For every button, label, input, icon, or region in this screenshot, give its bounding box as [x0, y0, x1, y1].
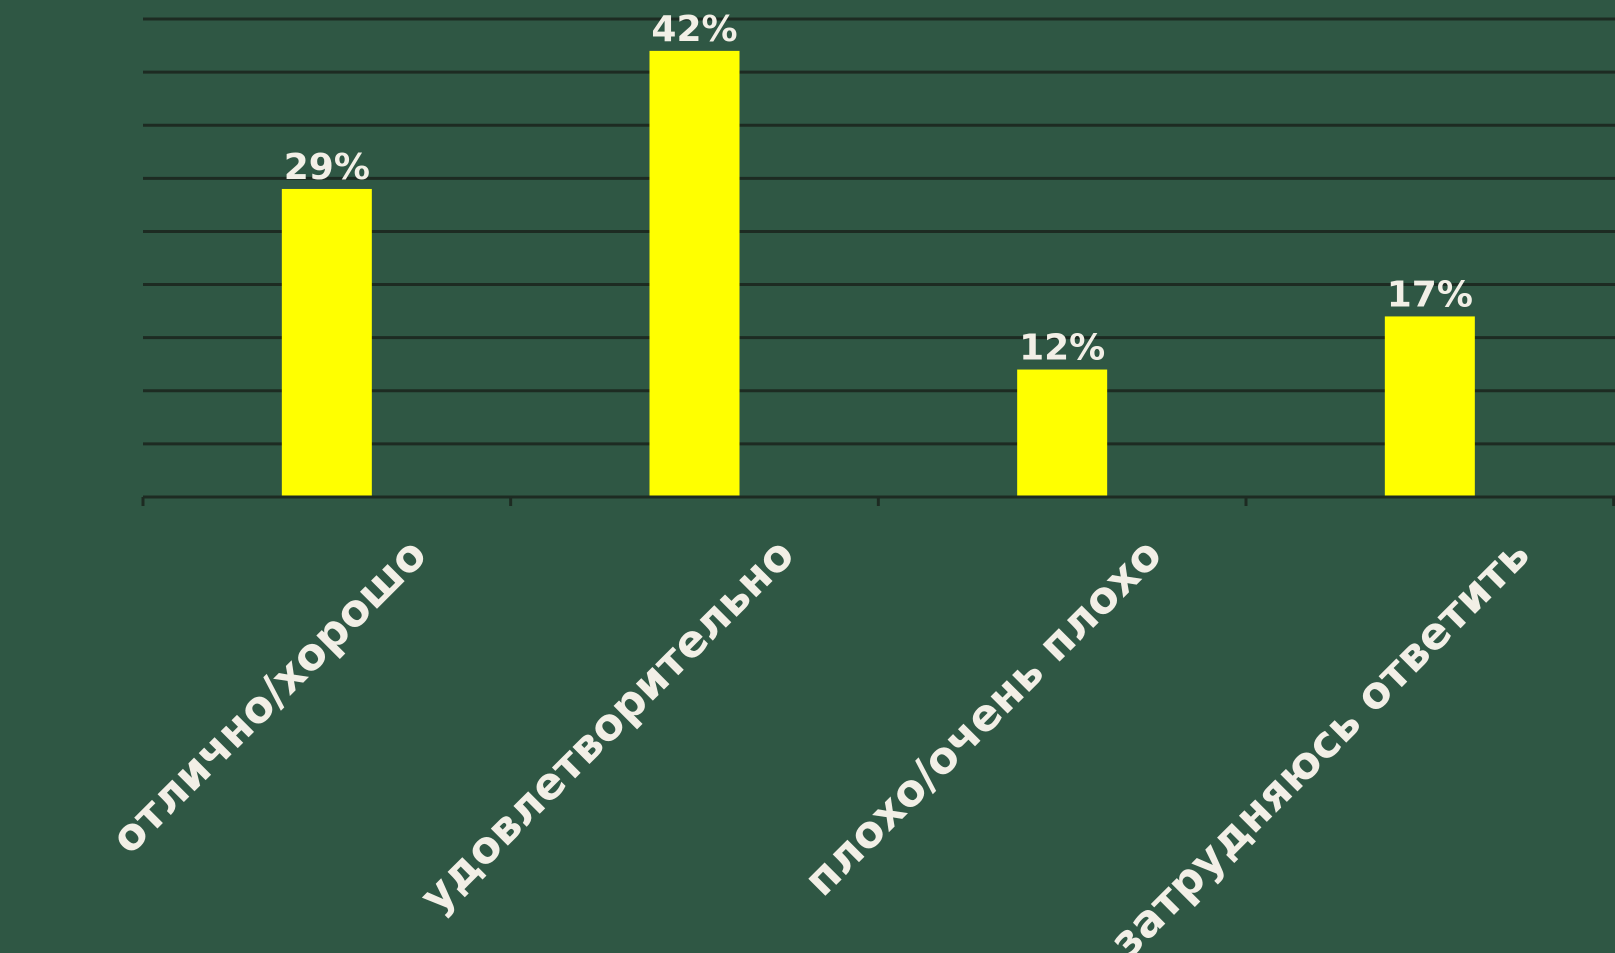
bars	[281, 50, 1475, 497]
value-label-3: 12%	[1019, 328, 1105, 369]
category-label-4: затрудняюсь ответить	[1100, 529, 1539, 953]
category-label-2: удовлетворительно	[410, 529, 804, 923]
bar-4	[1384, 316, 1475, 497]
category-label-1: отлично/хорошо	[101, 529, 436, 864]
value-label-1: 29%	[284, 147, 370, 188]
bar-1	[281, 188, 372, 497]
category-label-3: плохо/очень плохо	[794, 529, 1171, 906]
x-axis	[141, 495, 1615, 506]
value-label-2: 42%	[651, 9, 737, 50]
bar-3	[1017, 369, 1108, 497]
value-labels: 29% 42% 12% 17%	[284, 9, 1473, 369]
category-labels: отлично/хорошоудовлетворительноплохо/оче…	[101, 529, 1539, 953]
value-label-4: 17%	[1387, 274, 1473, 315]
gridlines	[143, 17, 1615, 446]
bar-2	[649, 50, 740, 497]
